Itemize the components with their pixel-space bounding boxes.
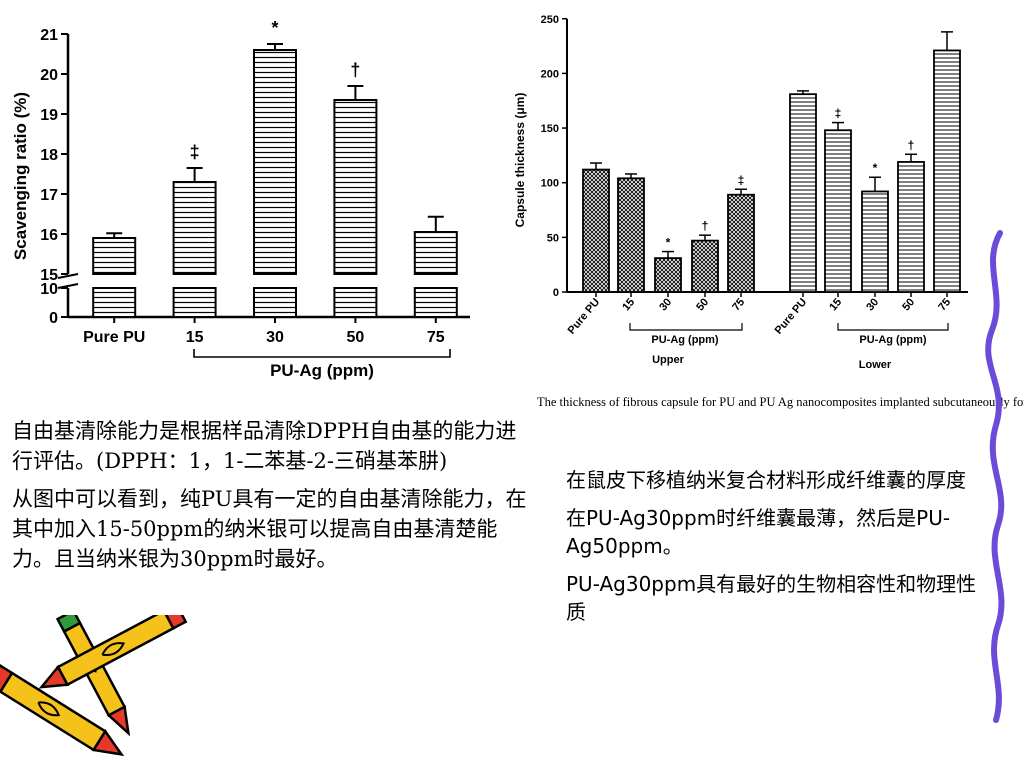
bar — [253, 49, 297, 275]
y-tick-label: 21 — [40, 27, 58, 44]
y-tick-label: 50 — [547, 232, 559, 244]
y-tick-label: 19 — [40, 107, 58, 124]
significance-marker: ‡ — [190, 142, 200, 162]
bar — [861, 190, 889, 293]
bar — [897, 161, 925, 293]
y-tick-label: 0 — [553, 287, 559, 299]
upper-bracket — [629, 323, 743, 331]
bar — [333, 99, 378, 275]
scavenging-conclusion: 从图中可以看到，纯PU具有一定的自由基清除能力，在其中加入15-50ppm的纳米… — [12, 487, 527, 571]
bar-lower — [253, 287, 297, 318]
upper-group-label: Upper — [652, 354, 685, 366]
y-axis-label: Scavenging ratio (%) — [11, 92, 30, 260]
wavy-decoration — [985, 230, 1005, 723]
bar — [617, 177, 645, 293]
x-tick-label: 50 — [900, 296, 917, 313]
significance-marker: † — [702, 219, 709, 233]
x-tick-label: 15 — [620, 296, 637, 313]
right-description: 在鼠皮下移植纳米复合材料形成纤维囊的厚度 在PU-Ag30ppm时纤维囊最薄，然… — [566, 466, 981, 636]
bar-lower — [413, 287, 458, 318]
significance-marker: * — [271, 18, 278, 38]
significance-marker: * — [873, 161, 878, 175]
y-tick-label: 10 — [40, 281, 58, 298]
bar — [727, 193, 755, 293]
bar-lower — [172, 287, 217, 318]
bar-lower — [333, 287, 378, 318]
significance-marker: † — [908, 138, 915, 152]
significance-marker: ‡ — [835, 107, 842, 121]
significance-marker: ‡ — [738, 173, 745, 187]
y-tick-label: 150 — [541, 123, 559, 135]
x-tick-label: 15 — [827, 296, 844, 313]
x-tick-label: 75 — [427, 329, 445, 346]
lower-group-label: Lower — [859, 359, 892, 371]
y-tick-label: 16 — [40, 227, 58, 244]
axis-break-mark — [57, 273, 79, 279]
bar — [413, 231, 458, 275]
biocompatibility-conclusion: PU-Ag30ppm具有最好的生物相容性和物理性质 — [566, 572, 977, 624]
upper-sublabel: PU-Ag (ppm) — [651, 334, 719, 346]
capsule-finding: 在PU-Ag30ppm时纤维囊最薄，然后是PU-Ag50ppm。 — [566, 506, 951, 558]
x-tick-label: 30 — [657, 296, 674, 313]
bar — [172, 181, 217, 275]
y-tick-label: 15 — [40, 267, 58, 284]
lower-bracket — [837, 323, 949, 331]
dpph-explanation: 自由基清除能力是根据样品清除DPPH自由基的能力进行评估。(DPPH：1，1-二… — [12, 419, 517, 473]
x-tick-label: 75 — [936, 296, 953, 313]
bar — [92, 237, 137, 275]
group-bracket — [193, 349, 451, 358]
pencil-icon — [0, 663, 125, 757]
lower-sublabel: PU-Ag (ppm) — [859, 334, 927, 346]
x-tick-label: 15 — [186, 329, 204, 346]
y-tick-label: 18 — [40, 147, 58, 164]
x-tick-label: Pure PU — [566, 296, 603, 337]
x-tick-label: 30 — [864, 296, 881, 313]
x-tick-label: Pure PU — [83, 329, 145, 346]
left-description: 自由基清除能力是根据样品清除DPPH自由基的能力进行评估。(DPPH：1，1-二… — [12, 416, 537, 582]
y-axis-label: Capsule thickness (μm) — [513, 93, 527, 228]
x-tick-label: 50 — [694, 296, 711, 313]
bar — [933, 49, 961, 293]
x-tick-label: 50 — [347, 329, 365, 346]
x-tick-label: 75 — [730, 296, 747, 313]
x-tick-label: 30 — [266, 329, 284, 346]
y-tick-label: 100 — [541, 178, 559, 190]
bar — [691, 239, 719, 293]
pencil-icon — [38, 615, 188, 689]
y-tick-label: 17 — [40, 187, 58, 204]
significance-marker: * — [666, 236, 671, 250]
bar-lower — [92, 287, 137, 318]
x-tick-label: Pure PU — [773, 296, 810, 337]
y-tick-label: 250 — [541, 14, 559, 26]
bar — [582, 168, 610, 293]
y-tick-label: 20 — [40, 67, 58, 84]
bar — [789, 93, 817, 293]
bar — [824, 129, 852, 293]
chart-caption: The thickness of fibrous capsule for PU … — [537, 394, 1024, 409]
pencils-clipart — [0, 615, 188, 757]
capsule-thickness-chart: 0 50 100 150 200 250 Pure PU 15 * 30 † 50 ‡ 75 Pure P… — [513, 14, 968, 371]
significance-marker: † — [350, 60, 360, 80]
group-label: PU-Ag (ppm) — [270, 361, 374, 380]
y-tick-label: 200 — [541, 68, 559, 80]
capsule-intro: 在鼠皮下移植纳米复合材料形成纤维囊的厚度 — [566, 468, 966, 492]
y-tick-label: 0 — [49, 310, 58, 327]
bar — [654, 257, 682, 293]
